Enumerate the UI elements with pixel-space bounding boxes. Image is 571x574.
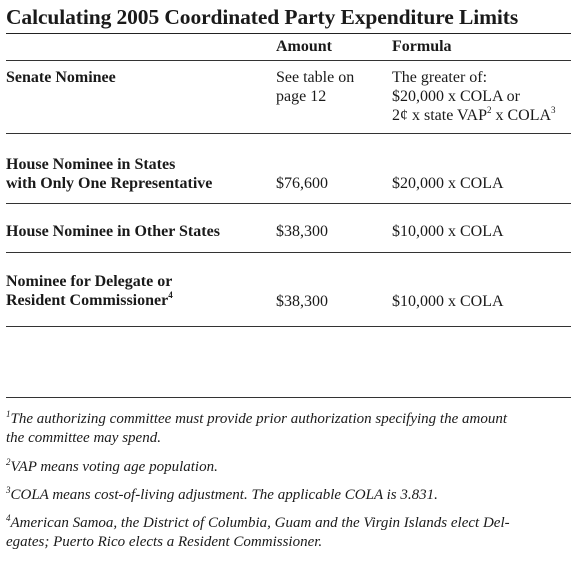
column-header-formula: Formula: [392, 38, 452, 55]
footnote-1: 1The authorizing committee must provide …: [6, 410, 561, 448]
amount-line: See table on: [276, 69, 355, 86]
row-label-house-single: House Nominee in States with Only One Re…: [6, 155, 212, 193]
footnote-mark: 2: [6, 457, 11, 467]
formula-text: x COLA: [491, 107, 552, 124]
column-header-amount: Amount: [276, 38, 333, 55]
formula-line: The greater of:: [392, 69, 488, 86]
row-rule: [6, 203, 571, 204]
row-label-senate: Senate Nominee: [6, 68, 116, 87]
amount-line: page 12: [276, 88, 327, 105]
footnote-mark: 4: [6, 513, 11, 523]
page-title: Calculating 2005 Coordinated Party Expen…: [6, 5, 519, 29]
footnote-ref: 3: [551, 105, 556, 115]
row-label-delegate: Nominee for Delegate or Resident Commiss…: [6, 272, 173, 310]
footnote-text: American Samoa, the District of Columbia…: [10, 515, 510, 531]
row-formula-house-other: $10,000 x COLA: [392, 223, 504, 240]
footnote-text: the committee may spend.: [6, 430, 161, 446]
footnote-4: 4American Samoa, the District of Columbi…: [6, 514, 561, 552]
row-amount-house-other: $38,300: [276, 223, 328, 240]
row-amount-senate: See table on page 12: [276, 68, 354, 106]
footnote-rule: [6, 397, 571, 398]
row-formula-house-single: $20,000 x COLA: [392, 175, 504, 192]
row-rule: [6, 133, 571, 134]
row-label-text: House Nominee in States: [6, 156, 176, 173]
row-rule: [6, 326, 571, 327]
footnote-text: VAP means voting age population.: [10, 459, 218, 475]
row-label-text: Senate Nominee: [6, 69, 116, 86]
formula-text: 2¢ x state VAP: [392, 107, 487, 124]
formula-line: $20,000 x COLA or: [392, 88, 520, 105]
footnote-mark: 1: [6, 409, 11, 419]
footnote-mark: 3: [6, 485, 11, 495]
row-formula-delegate: $10,000 x COLA: [392, 293, 504, 310]
footnote-3: 3COLA means cost-of-living adjustment. T…: [6, 486, 561, 505]
footnote-ref: 2: [486, 105, 492, 115]
row-label-text: Nominee for Delegate or: [6, 273, 173, 290]
title-rule: [6, 33, 571, 34]
header-rule: [6, 60, 571, 61]
footnote-ref: 4: [168, 290, 173, 300]
row-formula-senate: The greater of: $20,000 x COLA or 2¢ x s…: [392, 68, 556, 125]
footnote-text: egates; Puerto Rico elects a Resident Co…: [6, 534, 323, 550]
footnote-2: 2VAP means voting age population.: [6, 458, 561, 477]
row-label-text-part: Resident Commissioner: [6, 292, 169, 309]
row-label-house-other: House Nominee in Other States: [6, 223, 220, 240]
row-amount-house-single: $76,600: [276, 175, 328, 192]
footnote-text: The authorizing committee must provide p…: [10, 411, 508, 427]
row-rule: [6, 252, 571, 253]
row-label-text: with Only One Representative: [6, 175, 213, 192]
row-label-text: Resident Commissioner4: [6, 291, 173, 310]
row-amount-delegate: $38,300: [276, 293, 328, 310]
footnote-text: COLA means cost-of-living adjustment. Th…: [10, 487, 438, 503]
formula-line: 2¢ x state VAP2 x COLA3: [392, 106, 556, 125]
